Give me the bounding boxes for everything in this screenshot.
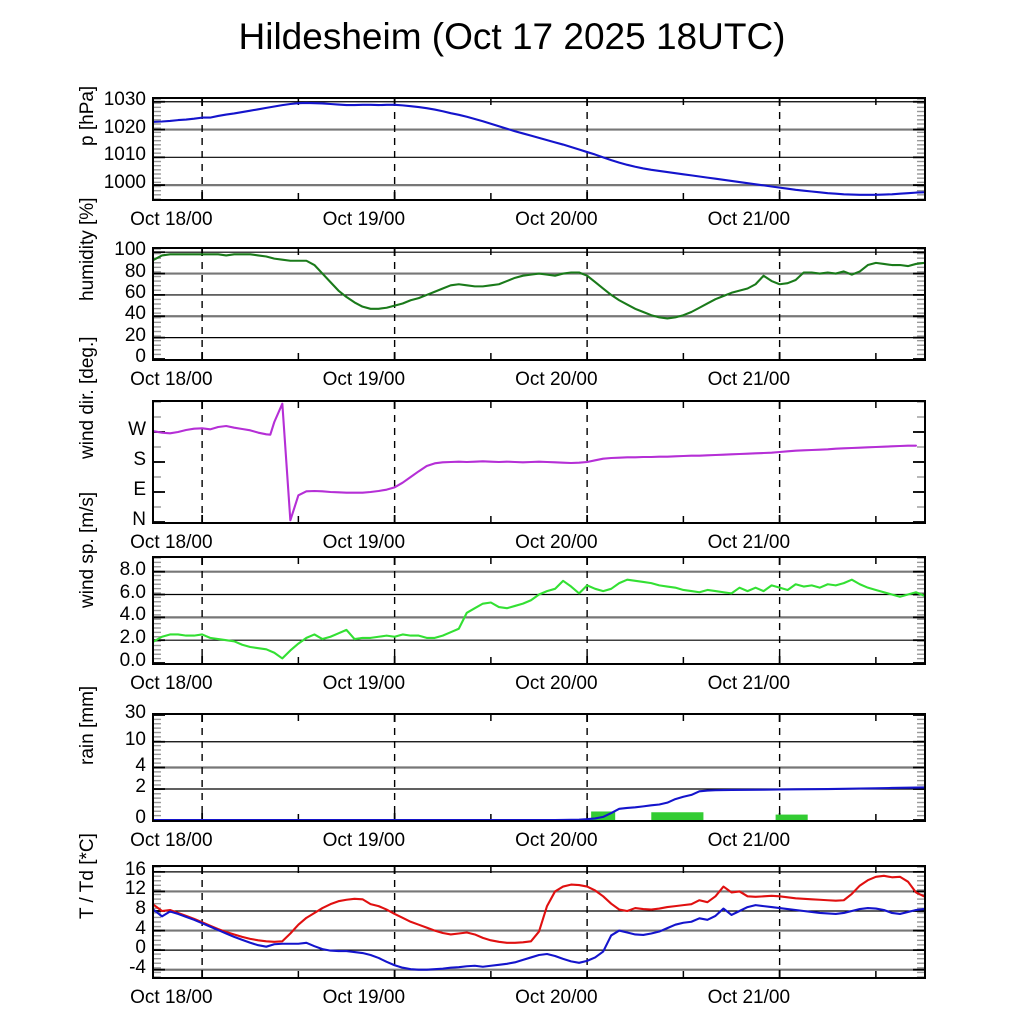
panel-humidity: humidity [%] 0 20 40 60 80 100 Oct 18/00 Oct 19/…	[0, 198, 1024, 397]
x-tick-temperature-0: Oct 18/00	[130, 987, 213, 1008]
x-tick-humidity-0: Oct 18/00	[130, 369, 213, 390]
y-tick-wind_speed-2: 4.0	[119, 604, 146, 626]
x-tick-wind_speed-1: Oct 19/00	[322, 673, 406, 694]
y-tick-rain-4: 30	[124, 702, 146, 723]
series-pressure-pressure	[154, 101, 924, 196]
plot-area-pressure	[152, 97, 926, 201]
x-tick-rain-3: Oct 21/00	[707, 830, 791, 851]
y-tick-pressure-1: 1010	[103, 144, 146, 166]
page-title: Hildesheim (Oct 17 2025 18UTC)	[238, 16, 786, 57]
rain-rate-bar-1	[651, 812, 704, 820]
y-tick-wind_direction-2: S	[133, 449, 146, 470]
x-tick-wind_speed-3: Oct 21/00	[707, 673, 791, 694]
x-tick-wind_speed-2: Oct 20/00	[515, 673, 598, 694]
panel-pressure: p [hPa] 1000 1010 1020 1030 Oct 18/00 Oct 19/0…	[0, 86, 1024, 237]
x-tick-wind_direction-1: Oct 19/00	[322, 532, 406, 553]
x-tick-wind_speed-0: Oct 18/00	[130, 673, 213, 694]
y-tick-temperature-5: 16	[124, 858, 146, 880]
y-tick-wind_speed-1: 2.0	[119, 627, 146, 649]
series-rain-accumulated-rain	[154, 786, 924, 820]
y-tick-temperature-4: 12	[124, 878, 146, 900]
y-tick-pressure-0: 1000	[103, 172, 146, 194]
series-temperature-T	[154, 874, 924, 944]
y-tick-rain-1: 2	[135, 776, 146, 798]
y-tick-rain-2: 4	[135, 754, 146, 776]
y-tick-rain-3: 10	[124, 728, 146, 750]
x-tick-wind_direction-2: Oct 20/00	[515, 532, 598, 553]
x-tick-humidity-1: Oct 19/00	[322, 369, 406, 390]
x-tick-humidity-3: Oct 21/00	[707, 369, 791, 390]
x-tick-rain-0: Oct 18/00	[130, 830, 213, 851]
series-humidity-relative-humidity	[154, 253, 924, 320]
x-tick-temperature-1: Oct 19/00	[322, 987, 406, 1008]
y-tick-pressure-3: 1030	[103, 88, 146, 110]
plot-area-humidity	[152, 247, 926, 361]
x-tick-pressure-1: Oct 19/00	[322, 209, 406, 230]
y-tick-humidity-3: 60	[124, 281, 146, 303]
plot-area-rain	[152, 713, 926, 822]
y-tick-wind_direction-3: W	[128, 419, 146, 440]
y-tick-humidity-4: 80	[124, 260, 146, 282]
y-tick-temperature-1: 0	[135, 937, 146, 959]
x-tick-temperature-3: Oct 21/00	[707, 987, 791, 1008]
y-tick-rain-0: 0	[135, 807, 146, 828]
y-tick-wind_speed-3: 6.0	[119, 581, 146, 603]
y-tick-pressure-2: 1020	[103, 116, 146, 138]
panel-rain: rain [mm] 0 2 4 10 30 Oct 18/00 Oct 19/00 Oct 20…	[0, 685, 1024, 858]
x-tick-temperature-2: Oct 20/00	[515, 987, 598, 1008]
panel-wind_speed: wind sp. [m/s] 0.0 2.0 4.0 6.0 8.0 Oct 18/00 Oc…	[0, 491, 1024, 701]
plot-area-wind_direction	[152, 400, 926, 524]
y-tick-humidity-0: 0	[135, 346, 146, 367]
x-tick-pressure-3: Oct 21/00	[707, 209, 791, 230]
x-tick-humidity-2: Oct 20/00	[515, 369, 598, 390]
y-tick-humidity-2: 40	[124, 303, 146, 325]
series-wind_direction-wind-direction	[154, 402, 918, 522]
y-tick-temperature-3: 8	[135, 898, 146, 919]
rain-rate-bar-2	[775, 814, 808, 820]
x-tick-pressure-2: Oct 20/00	[515, 209, 598, 230]
plot-area-temperature	[152, 865, 926, 979]
y-tick-humidity-1: 20	[124, 324, 146, 346]
x-tick-wind_direction-3: Oct 21/00	[707, 532, 791, 553]
y-tick-temperature-2: 4	[135, 917, 146, 939]
x-tick-pressure-0: Oct 18/00	[130, 209, 213, 230]
x-tick-wind_direction-0: Oct 18/00	[130, 532, 213, 553]
y-tick-wind_direction-1: E	[133, 479, 146, 500]
series-wind_speed-wind-speed	[154, 578, 924, 660]
x-tick-rain-2: Oct 20/00	[515, 830, 598, 851]
panel-wind_direction: wind dir. [deg.] N E S W Oct 18/00 Oct 19/00 Oc…	[0, 336, 1024, 560]
series-temperature-Td	[154, 904, 924, 971]
y-tick-humidity-5: 100	[114, 239, 146, 261]
y-tick-temperature-0: -4	[129, 956, 146, 978]
y-tick-wind_speed-4: 8.0	[119, 558, 146, 580]
plot-area-wind_speed	[152, 556, 926, 665]
panel-temperature: T / Td [*C] -4 0 4 8 12 16 Oct 18/00 Oct 19/00 Oc…	[0, 833, 1024, 1015]
x-tick-rain-1: Oct 19/00	[322, 830, 406, 851]
y-tick-wind_direction-0: N	[132, 509, 146, 530]
y-tick-wind_speed-0: 0.0	[119, 650, 146, 671]
